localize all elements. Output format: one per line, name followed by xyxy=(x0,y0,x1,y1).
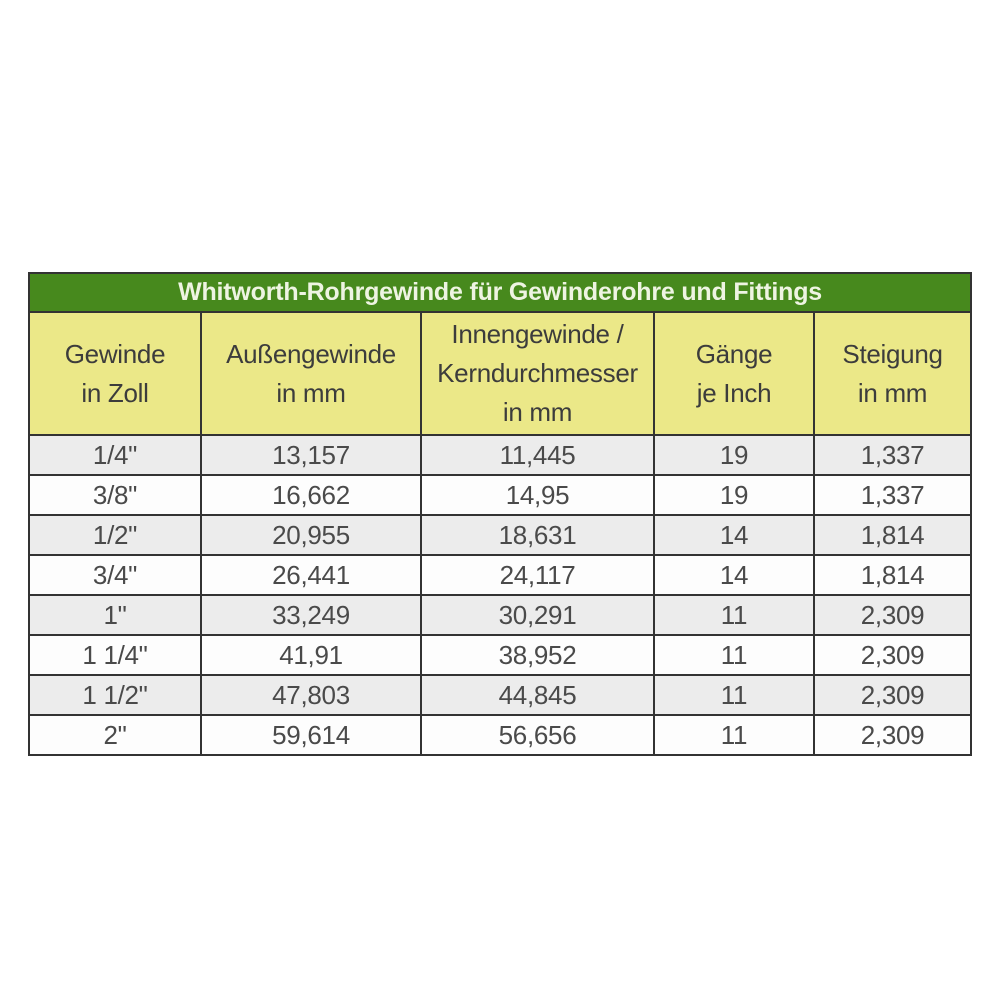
table-cell: 1 1/2" xyxy=(28,674,202,716)
table-cell: 2,309 xyxy=(812,634,973,676)
table-cell: 26,441 xyxy=(200,554,422,596)
table-cell: 11 xyxy=(653,714,815,756)
whitworth-thread-table-wrap: Whitworth-Rohrgewinde für Gewinderohre u… xyxy=(27,272,973,756)
table-cell: 1" xyxy=(28,594,202,636)
table-row-6: 1 1/2" 47,803 44,845 11 2,309 xyxy=(28,674,973,716)
table-cell: 2,309 xyxy=(812,674,973,716)
table-cell: 38,952 xyxy=(420,634,655,676)
column-header-4: Steigung in mm xyxy=(812,311,973,436)
table-cell: 24,117 xyxy=(420,554,655,596)
table-cell: 59,614 xyxy=(200,714,422,756)
whitworth-thread-table: Whitworth-Rohrgewinde für Gewinderohre u… xyxy=(27,272,973,756)
table-cell: 11 xyxy=(653,594,815,636)
table-row-1: 3/8" 16,662 14,95 19 1,337 xyxy=(28,474,973,516)
table-cell: 41,91 xyxy=(200,634,422,676)
table-cell: 1,337 xyxy=(812,434,973,476)
table-row-4: 1" 33,249 30,291 11 2,309 xyxy=(28,594,973,636)
table-cell: 2,309 xyxy=(812,714,973,756)
table-row-2: 1/2" 20,955 18,631 14 1,814 xyxy=(28,514,973,556)
table-cell: 1/4" xyxy=(28,434,202,476)
table-cell: 14 xyxy=(653,514,815,556)
table-cell: 44,845 xyxy=(420,674,655,716)
table-cell: 11,445 xyxy=(420,434,655,476)
table-row-7: 2" 59,614 56,656 11 2,309 xyxy=(28,714,973,756)
table-body: 1/4" 13,157 11,445 19 1,337 3/8" 16,662 14,95 19… xyxy=(28,434,973,756)
title-row: Whitworth-Rohrgewinde für Gewinderohre u… xyxy=(27,272,973,313)
table-title: Whitworth-Rohrgewinde für Gewinderohre u… xyxy=(27,272,973,313)
table-cell: 16,662 xyxy=(200,474,422,516)
table-cell: 1,814 xyxy=(812,554,973,596)
column-header-2: Innengewinde / Kerndurchmesser in mm xyxy=(420,311,655,436)
table-cell: 11 xyxy=(653,674,815,716)
table-cell: 13,157 xyxy=(200,434,422,476)
table-cell: 3/4" xyxy=(28,554,202,596)
table-cell: 1,814 xyxy=(812,514,973,556)
column-header-3: Gänge je Inch xyxy=(653,311,815,436)
table-cell: 11 xyxy=(653,634,815,676)
table-cell: 20,955 xyxy=(200,514,422,556)
table-cell: 1,337 xyxy=(812,474,973,516)
table-cell: 30,291 xyxy=(420,594,655,636)
table-row-3: 3/4" 26,441 24,117 14 1,814 xyxy=(28,554,973,596)
table-cell: 47,803 xyxy=(200,674,422,716)
table-row-5: 1 1/4" 41,91 38,952 11 2,309 xyxy=(28,634,973,676)
table-cell: 18,631 xyxy=(420,514,655,556)
table-cell: 33,249 xyxy=(200,594,422,636)
table-cell: 14 xyxy=(653,554,815,596)
column-header-row: Gewinde in Zoll Außengewinde in mm Innenge… xyxy=(28,311,973,436)
table-cell: 14,95 xyxy=(420,474,655,516)
table-cell: 2" xyxy=(28,714,202,756)
table-cell: 19 xyxy=(653,434,815,476)
column-header-0: Gewinde in Zoll xyxy=(28,311,202,436)
column-header-1: Außengewinde in mm xyxy=(200,311,422,436)
table-cell: 3/8" xyxy=(28,474,202,516)
table-row-0: 1/4" 13,157 11,445 19 1,337 xyxy=(28,434,973,476)
table-cell: 2,309 xyxy=(812,594,973,636)
table-cell: 19 xyxy=(653,474,815,516)
table-cell: 56,656 xyxy=(420,714,655,756)
table-cell: 1/2" xyxy=(28,514,202,556)
table-cell: 1 1/4" xyxy=(28,634,202,676)
